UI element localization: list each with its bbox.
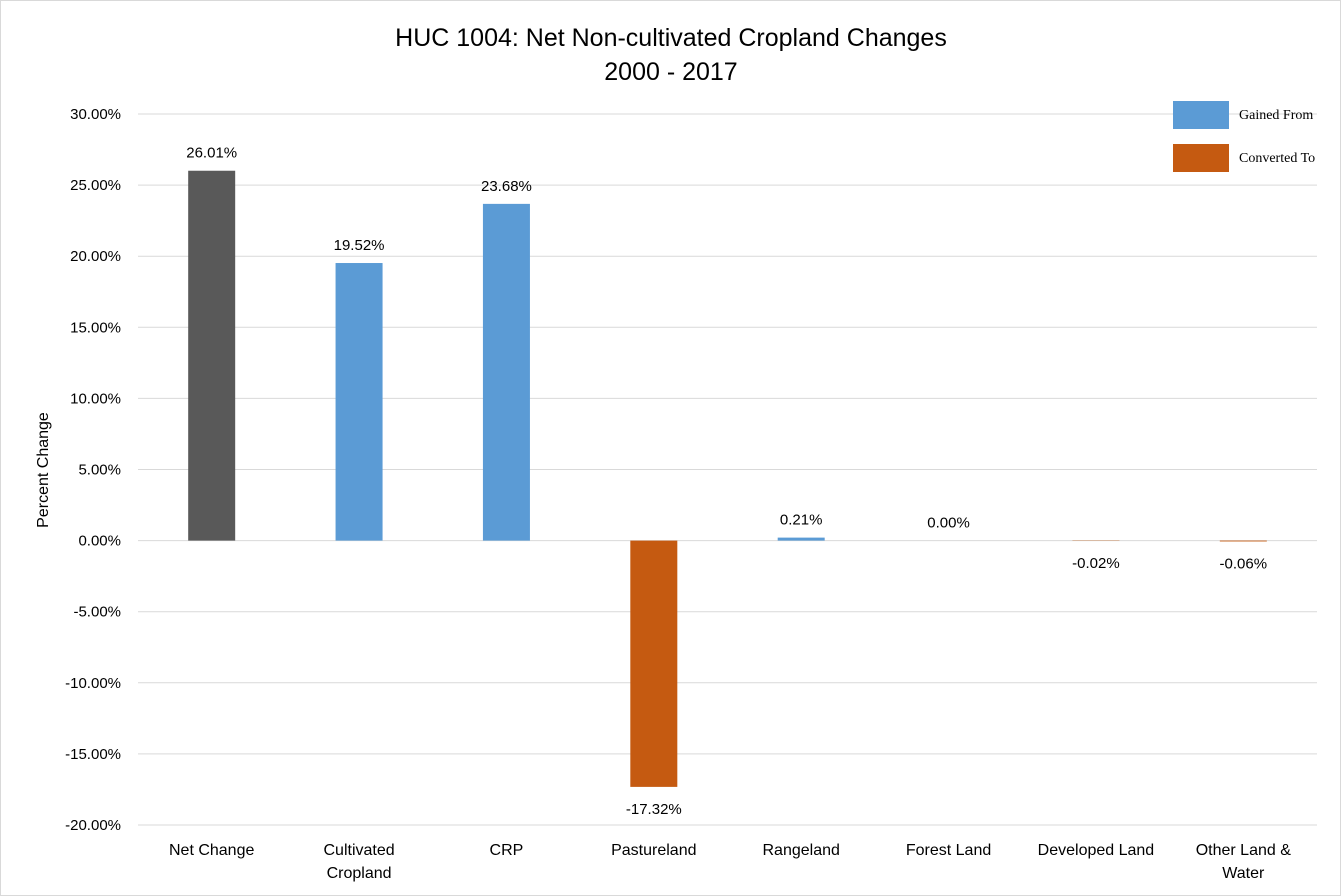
y-tick-label: -15.00%: [65, 746, 121, 763]
gridlines: [138, 113, 1317, 826]
bar-3: [630, 540, 678, 787]
y-axis-ticks: 30.00% 25.00% 20.00% 15.00% 10.00% 5.00% 0.00%…: [65, 106, 121, 834]
y-tick-label: 5.00%: [78, 462, 121, 479]
category-label-7: Water: [1222, 865, 1265, 882]
x-axis-categories: Net Change Cultivated Cropland CRP Pasturela…: [169, 842, 1291, 882]
data-label-4: 0.21%: [780, 512, 823, 529]
data-label-1: 19.52%: [334, 237, 385, 254]
category-label-6: Developed Land: [1038, 842, 1155, 859]
y-tick-label: -10.00%: [65, 675, 121, 692]
chart-title: HUC 1004: Net Non-cultivated Cropland Ch…: [395, 24, 947, 86]
category-label-1: Cropland: [327, 865, 392, 882]
legend-label-gained: Gained From: [1239, 108, 1313, 123]
data-label-2: 23.68%: [481, 178, 532, 195]
y-tick-label: -20.00%: [65, 817, 121, 834]
category-label-1: Cultivated: [323, 842, 394, 859]
legend: Gained From Converted To: [1173, 101, 1315, 172]
bar-1: [335, 263, 383, 541]
chart-title-line-2: 2000 - 2017: [604, 58, 737, 86]
bar-4: [777, 537, 825, 541]
category-label-4: Rangeland: [762, 842, 839, 859]
data-label-6: -0.02%: [1072, 555, 1120, 572]
chart-title-line-1: HUC 1004: Net Non-cultivated Cropland Ch…: [395, 24, 947, 52]
y-axis-title: Percent Change: [35, 412, 52, 528]
data-labels: 26.01% 19.52% 23.68% -17.32% 0.21% 0.00% -0.02…: [186, 145, 1267, 818]
legend-label-converted: Converted To: [1239, 151, 1315, 166]
y-tick-label: 10.00%: [70, 390, 121, 407]
bar-2: [482, 203, 530, 541]
data-label-5: 0.00%: [927, 515, 970, 532]
category-label-0: Net Change: [169, 842, 254, 859]
legend-swatch-gained: [1173, 101, 1229, 129]
data-label-7: -0.06%: [1220, 555, 1268, 572]
y-tick-label: -5.00%: [73, 604, 121, 621]
category-label-7: Other Land &: [1196, 842, 1292, 859]
bar-7: [1219, 540, 1267, 542]
y-tick-label: 30.00%: [70, 106, 121, 123]
bars: [188, 170, 1267, 787]
y-tick-label: 0.00%: [78, 533, 121, 550]
y-tick-label: 25.00%: [70, 177, 121, 194]
y-tick-label: 20.00%: [70, 248, 121, 265]
bar-0: [188, 170, 236, 541]
category-label-5: Forest Land: [906, 842, 991, 859]
legend-swatch-converted: [1173, 144, 1229, 172]
category-label-3: Pastureland: [611, 842, 696, 859]
category-label-2: CRP: [490, 842, 524, 859]
data-label-0: 26.01%: [186, 145, 237, 162]
y-tick-label: 15.00%: [70, 319, 121, 336]
data-label-3: -17.32%: [626, 801, 682, 818]
